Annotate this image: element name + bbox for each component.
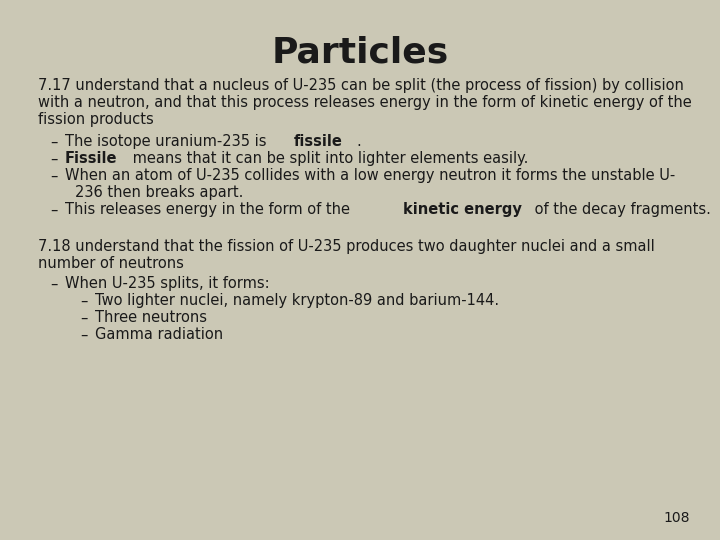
Text: fission products: fission products [38,112,154,127]
Text: 7.18 understand that the fission of U-235 produces two daughter nuclei and a sma: 7.18 understand that the fission of U-23… [38,239,654,254]
Text: –: – [80,310,87,325]
Text: –: – [80,293,87,308]
Text: Particles: Particles [271,35,449,69]
Text: Three neutrons: Three neutrons [95,310,207,325]
Text: Fissile: Fissile [65,151,117,166]
Text: –: – [50,202,58,217]
Text: –: – [50,134,58,149]
Text: The isotope uranium-235 is: The isotope uranium-235 is [65,134,271,149]
Text: Two lighter nuclei, namely krypton-89 and barium-144.: Two lighter nuclei, namely krypton-89 an… [95,293,499,308]
Text: Gamma radiation: Gamma radiation [95,327,223,342]
Text: –: – [50,168,58,183]
Text: This releases energy in the form of the: This releases energy in the form of the [65,202,355,217]
Text: 236 then breaks apart.: 236 then breaks apart. [75,185,243,200]
Text: with a neutron, and that this process releases energy in the form of kinetic ene: with a neutron, and that this process re… [38,95,692,110]
Text: –: – [80,327,87,342]
Text: .: . [356,134,361,149]
Text: When an atom of U-235 collides with a low energy neutron it forms the unstable U: When an atom of U-235 collides with a lo… [65,168,675,183]
Text: kinetic energy: kinetic energy [403,202,522,217]
Text: number of neutrons: number of neutrons [38,256,184,271]
Text: –: – [50,276,58,291]
Text: When U-235 splits, it forms:: When U-235 splits, it forms: [65,276,269,291]
Text: of the decay fragments.: of the decay fragments. [530,202,711,217]
Text: 7.17 understand that a nucleus of U-235 can be split (the process of fission) by: 7.17 understand that a nucleus of U-235 … [38,78,684,93]
Text: fissile: fissile [293,134,342,149]
Text: –: – [50,151,58,166]
Text: 108: 108 [664,511,690,525]
Text: means that it can be split into lighter elements easily.: means that it can be split into lighter … [128,151,528,166]
